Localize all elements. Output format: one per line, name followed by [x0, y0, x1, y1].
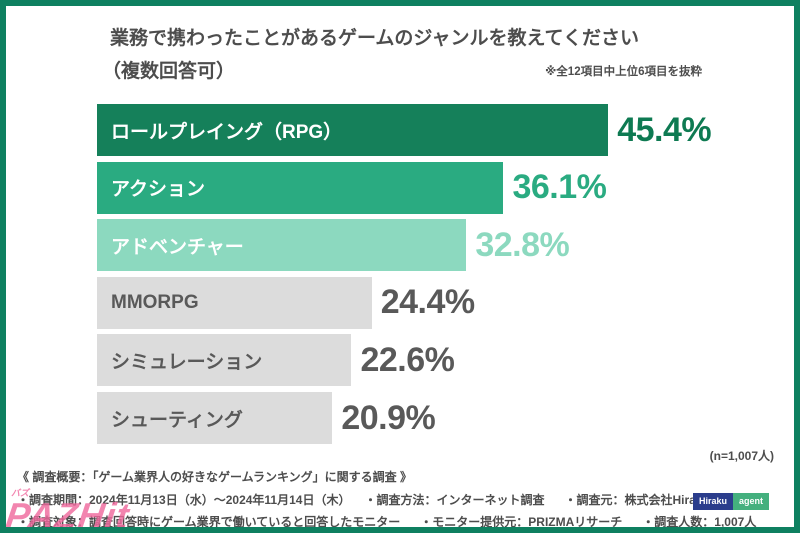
- sample-size-note: (n=1,007人): [709, 449, 774, 463]
- chart-title-line1: 業務で携わったことがあるゲームのジャンルを教えてください: [110, 28, 639, 49]
- bar: MMORPG: [97, 276, 372, 329]
- survey-summary: 《 調査概要：「ゲーム業界人の好きなゲームランキング」に関する調査 》: [17, 470, 412, 484]
- bar-row: MMORPG 24.4%: [97, 276, 786, 329]
- bar-value: 24.4%: [380, 283, 475, 322]
- bar: アクション: [97, 161, 504, 214]
- logo-hiraku-segment: Hiraku: [692, 493, 733, 510]
- hiraku-agent-logo: Hiraku agent: [692, 493, 769, 510]
- survey-details-line1: ・調査期間：2024年11月13日（水）〜2024年11月14日（木） ・調査方法…: [17, 491, 765, 508]
- survey-detail-segment: ・調査対象：調査回答時にゲーム業界で働いていると回答したモニター: [17, 515, 401, 529]
- bar-row: アドベンチャー 32.8%: [97, 219, 786, 272]
- bar: アドベンチャー: [97, 219, 467, 272]
- chart-title-line2: （複数回答可）: [102, 61, 236, 82]
- survey-details-line2: ・調査対象：調査回答時にゲーム業界で働いていると回答したモニター ・モニター提供元…: [17, 513, 776, 529]
- subset-note: ※全12項目中上位6項目を抜粋: [545, 66, 702, 78]
- bar-value: 45.4%: [617, 110, 712, 149]
- bar: シューティング: [97, 392, 333, 444]
- infographic-canvas: 業務で携わったことがあるゲームのジャンルを教えてください （複数回答可） ※全1…: [6, 6, 794, 527]
- bar-value: 32.8%: [475, 225, 570, 264]
- bar-label: アドベンチャー: [111, 236, 244, 258]
- bar-row: ロールプレイング（RPG） 45.4%: [97, 104, 786, 156]
- bar-value: 36.1%: [512, 168, 607, 207]
- bar-label: シューティング: [111, 409, 243, 431]
- bar-label: ロールプレイング（RPG）: [111, 121, 343, 143]
- bar: ロールプレイング（RPG）: [97, 104, 609, 156]
- logo-agent-segment: agent: [732, 493, 769, 510]
- bar-row: アクション 36.1%: [97, 161, 786, 214]
- bar-label: MMORPG: [111, 291, 199, 313]
- bar: シミュレーション: [97, 334, 352, 387]
- bar-label: アクション: [111, 179, 206, 201]
- survey-detail-segment: ・調査期間：2024年11月13日（水）〜2024年11月14日（木）: [17, 493, 345, 507]
- bar-row: シューティング 20.9%: [97, 392, 786, 444]
- survey-detail-segment: ・モニター提供元：PRIZMAリサーチ: [420, 515, 623, 529]
- survey-detail-segment: ・調査人数：1,007人: [642, 515, 757, 529]
- bar-value: 20.9%: [341, 398, 436, 437]
- bar-value: 22.6%: [360, 340, 455, 379]
- survey-detail-segment: ・調査方法：インターネット調査: [364, 493, 545, 507]
- bar-label: シミュレーション: [111, 351, 263, 373]
- bar-row: シミュレーション 22.6%: [97, 334, 786, 387]
